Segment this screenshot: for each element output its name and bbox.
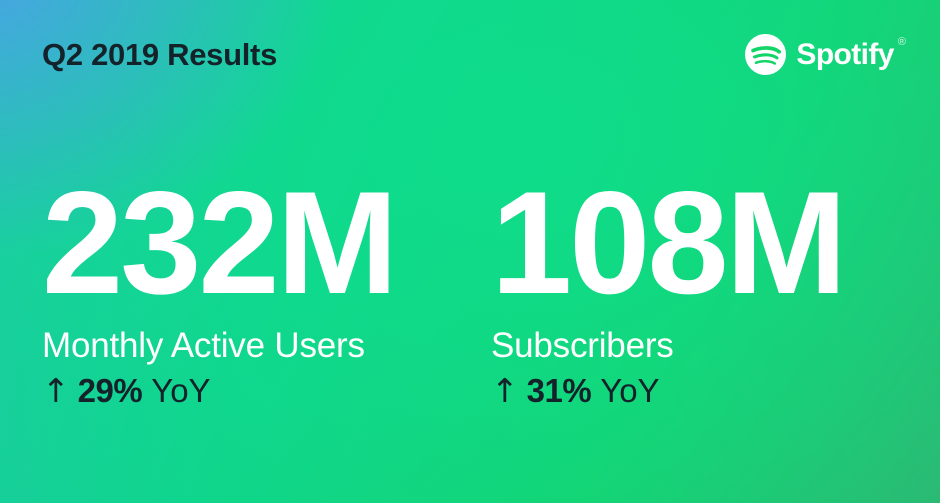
spotify-logo: Spotify ® [745,34,906,75]
stat-yoy-change: ↑ 31% YoY [491,371,940,410]
spotify-icon [745,34,787,75]
yoy-suffix: YoY [600,371,660,409]
yoy-suffix: YoY [151,371,211,409]
page-title: Q2 2019 Results [42,36,278,72]
header: Q2 2019 Results Spotify ® [42,34,906,75]
yoy-percent: 31% [526,371,592,409]
stat-value: 108M [491,161,847,324]
stat-label: Subscribers [491,325,674,365]
registered-trademark: ® [897,36,906,48]
stats-row: 232M Monthly Active Users ↑ 29% YoY 108M… [42,161,940,410]
stat-label: Monthly Active Users [42,325,365,365]
stat-value: 232M [42,161,398,324]
stat-monthly-active-users: 232M Monthly Active Users ↑ 29% YoY [42,161,491,410]
up-arrow-icon: ↑ [491,370,519,410]
stat-yoy-change: ↑ 29% YoY [42,371,491,410]
yoy-percent: 29% [77,371,143,409]
stat-subscribers: 108M Subscribers ↑ 31% YoY [491,161,940,410]
spotify-wordmark: Spotify [796,37,894,71]
up-arrow-icon: ↑ [42,370,70,410]
